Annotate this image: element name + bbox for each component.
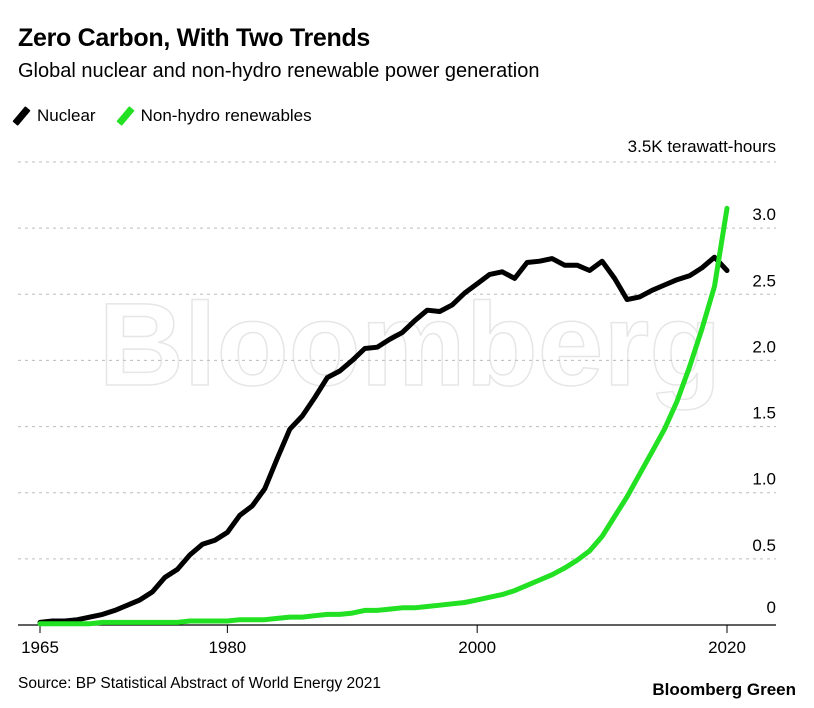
source-note: Source: BP Statistical Abstract of World… [18, 675, 382, 692]
x-tick-label-3: 2020 [708, 638, 746, 657]
series-line-renewables [37, 205, 730, 627]
y-axis-unit-label: 3.5K terawatt-hours [627, 137, 776, 156]
chart-title: Zero Carbon, With Two Trends [18, 24, 371, 52]
legend-item-renewables: Non-hydro renewables [115, 106, 312, 126]
x-tick-label-1: 1980 [208, 638, 246, 657]
chart-subtitle: Global nuclear and non-hydro renewable p… [18, 60, 540, 82]
y-tick-label-5: 2.5 [752, 271, 776, 290]
x-tick-label-2: 2000 [458, 638, 496, 657]
brand-logo: Bloomberg Green [652, 680, 796, 699]
legend-label-renewables: Non-hydro renewables [140, 106, 312, 125]
legend-item-nuclear: Nuclear [12, 106, 96, 126]
y-tick-label-6: 3.0 [752, 205, 776, 224]
y-tick-label-1: 0.5 [752, 536, 776, 555]
y-tick-label-3: 1.5 [752, 404, 776, 423]
watermark-text: Bloomberg [99, 279, 722, 411]
legend: Nuclear Non-hydro renewables [12, 106, 338, 126]
legend-label-nuclear: Nuclear [37, 106, 96, 125]
y-tick-label-2: 1.0 [752, 470, 776, 489]
series-line-nuclear [37, 254, 730, 625]
y-tick-label-4: 2.0 [752, 337, 776, 356]
x-tick-label-0: 1965 [21, 638, 59, 657]
y-tick-label-0: 0 [767, 598, 776, 617]
